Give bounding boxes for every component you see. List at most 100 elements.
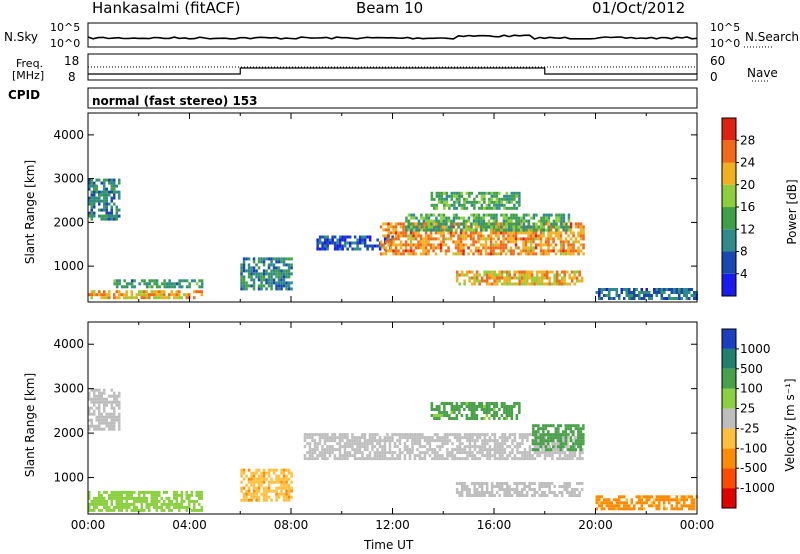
velocity-cell [503, 405, 506, 408]
velocity-cell [633, 507, 636, 511]
power-cell [160, 282, 164, 286]
velocity-cell [473, 439, 477, 443]
velocity-cell [478, 451, 482, 455]
power-cell [95, 199, 98, 203]
velocity-cell [495, 414, 499, 417]
velocity-cell [536, 451, 539, 455]
velocity-cell [321, 436, 324, 440]
power-cell [487, 234, 490, 238]
velocity-cell [383, 436, 387, 440]
velocity-cell [280, 468, 283, 472]
velocity-cell [290, 495, 293, 499]
power-cell [280, 272, 283, 276]
velocity-cell [356, 442, 359, 446]
power-cell [437, 222, 441, 226]
power-cell [598, 291, 601, 294]
power-cell [267, 263, 271, 267]
power-cell [462, 243, 465, 247]
power-cell [98, 199, 101, 203]
power-cell [265, 257, 268, 261]
power-cell [409, 231, 413, 235]
velocity-cell [125, 496, 128, 500]
velocity-cell [506, 454, 509, 458]
power-cell [490, 222, 493, 226]
power-cell [439, 246, 443, 250]
velocity-cell [518, 402, 521, 405]
velocity-cell [486, 433, 489, 437]
power-cell [475, 213, 478, 217]
velocity-cell [308, 448, 312, 452]
power-cell [510, 228, 513, 232]
power-cell [493, 282, 496, 286]
power-cell [483, 200, 486, 204]
velocity-cell [515, 402, 519, 405]
power-cell [90, 211, 93, 215]
power-cell [510, 276, 514, 280]
velocity-cell [508, 494, 511, 497]
power-cell [414, 222, 418, 226]
power-cell [260, 281, 263, 285]
velocity-cell [559, 442, 563, 446]
power-cell [463, 206, 466, 210]
velocity-cell [523, 488, 526, 491]
power-cell [537, 225, 541, 229]
velocity-cell [108, 505, 111, 509]
velocity-cell [564, 424, 568, 428]
velocity-cell [326, 439, 329, 443]
power-cell [522, 243, 525, 247]
power-cell [331, 235, 334, 239]
power-cell [562, 228, 566, 232]
power-cell [459, 234, 463, 238]
velocity-cell [578, 494, 581, 497]
velocity-cell [118, 493, 121, 497]
velocity-cell [93, 403, 96, 407]
nave-label: Nave [747, 66, 778, 80]
velocity-cell [561, 448, 564, 452]
power-cell [504, 243, 508, 247]
power-cell [489, 246, 493, 250]
velocity-cell [520, 491, 524, 494]
velocity-cell [413, 454, 417, 458]
power-cell [562, 219, 566, 223]
power-cell [130, 282, 134, 286]
power-cell [529, 231, 533, 235]
velocity-cell [153, 505, 156, 509]
power-cell [570, 276, 574, 280]
power-cell [440, 213, 443, 217]
velocity-cell [511, 451, 514, 455]
power-cell [520, 225, 523, 229]
velocity-cell [468, 442, 472, 446]
velocity-cell [160, 502, 163, 506]
power-cell [128, 296, 131, 300]
power-cell [553, 276, 556, 280]
power-cell [245, 284, 248, 288]
velocity-cell [663, 498, 666, 502]
power-cell [688, 291, 691, 294]
velocity-cell [88, 424, 91, 428]
velocity-cell [554, 430, 558, 434]
power-cell [555, 276, 559, 280]
velocity-cell [508, 436, 512, 440]
velocity-cell [285, 474, 288, 478]
power-cell [440, 216, 443, 220]
velocity-cell [148, 505, 151, 509]
velocity-ytick-label: 1000 [53, 471, 84, 485]
velocity-cell [103, 421, 106, 425]
power-cell [488, 197, 491, 201]
power-cell [405, 225, 408, 229]
power-cell [598, 297, 601, 300]
power-cell [452, 252, 455, 256]
power-cell [497, 237, 500, 241]
velocity-cell [473, 448, 477, 452]
velocity-cell [150, 493, 153, 497]
velocity-cell [495, 485, 499, 488]
power-cell [105, 187, 108, 191]
power-cell [527, 252, 530, 256]
power-cell [397, 231, 400, 235]
velocity-cell [376, 439, 379, 443]
velocity-cell [508, 408, 511, 411]
velocity-cell [478, 448, 482, 452]
velocity-cell [685, 498, 688, 502]
power-cell [351, 241, 354, 245]
power-cell [480, 191, 484, 195]
